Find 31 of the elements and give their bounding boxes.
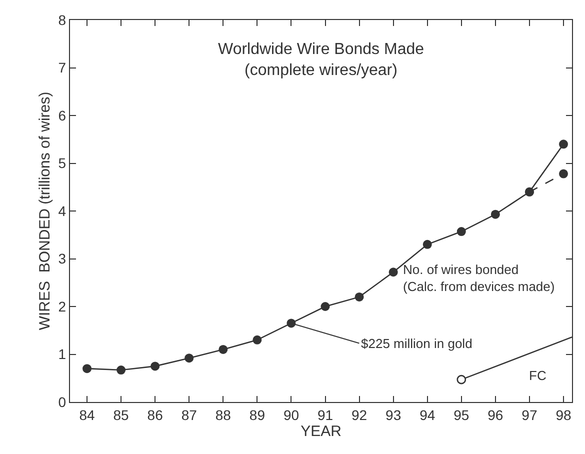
x-tick-label: 92 bbox=[352, 406, 368, 423]
x-tick-label: 97 bbox=[522, 406, 538, 423]
y-tick-label: 2 bbox=[58, 298, 66, 314]
annotation: $225 million in gold bbox=[361, 336, 472, 351]
series-label: FC bbox=[529, 368, 546, 383]
text: Worldwide Wire Bonds Made bbox=[218, 41, 424, 58]
y-tick-label: 5 bbox=[58, 155, 66, 172]
x-tick-label: 93 bbox=[386, 406, 402, 423]
y-tick-label: 7 bbox=[58, 60, 66, 76]
y-tick-label: 8 bbox=[58, 12, 66, 28]
x-tick-label: 96 bbox=[488, 406, 504, 423]
x-axis-title: YEAR bbox=[300, 422, 342, 440]
series-label: No. of wires bonded (Calc. from devices made) bbox=[403, 262, 555, 294]
x-tick-label: 95 bbox=[454, 406, 470, 423]
y-axis-title: WIRES BONDED (trillions of wires) bbox=[36, 92, 54, 330]
x-tick-label: 90 bbox=[283, 406, 300, 423]
x-tick-label: 87 bbox=[181, 406, 198, 423]
x-tick-label: 94 bbox=[420, 406, 436, 423]
text: (complete wires/year) bbox=[244, 62, 398, 79]
y-tick-label: 6 bbox=[58, 107, 66, 124]
x-tick-label: 89 bbox=[249, 406, 266, 423]
y-tick-label: 1 bbox=[58, 346, 66, 362]
x-tick-label: 85 bbox=[113, 406, 130, 423]
x-tick-label: 91 bbox=[317, 406, 334, 423]
x-tick-label: 98 bbox=[556, 406, 572, 423]
x-tick-label: 84 bbox=[79, 406, 96, 423]
x-tick-label: 86 bbox=[147, 406, 164, 423]
y-tick-label: 3 bbox=[58, 250, 66, 267]
x-tick-label: 88 bbox=[215, 406, 232, 423]
y-tick-label: 0 bbox=[58, 394, 66, 410]
y-tick-label: 4 bbox=[58, 202, 66, 219]
